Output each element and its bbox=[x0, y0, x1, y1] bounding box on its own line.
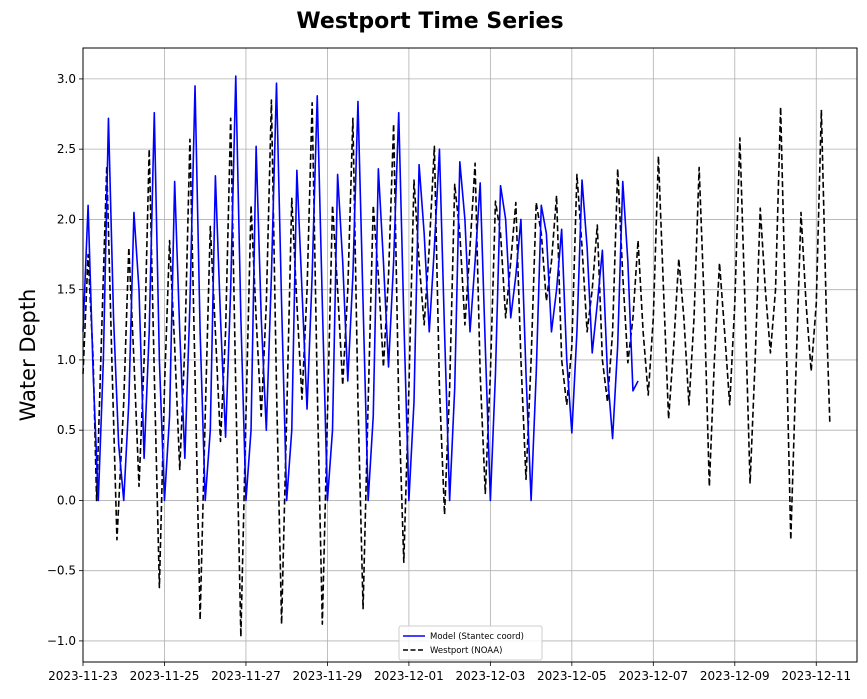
y-tick-label: 0.5 bbox=[57, 423, 76, 437]
legend: Model (Stantec coord) Westport (NOAA) bbox=[398, 625, 543, 661]
series-line-model bbox=[82, 75, 639, 502]
x-tick-label: 2023-12-03 bbox=[455, 669, 525, 683]
y-tick-label: 3.0 bbox=[57, 72, 76, 86]
x-tick-label: 2023-11-27 bbox=[211, 669, 281, 683]
x-tick-label: 2023-11-23 bbox=[48, 669, 118, 683]
x-tick-label: 2023-12-09 bbox=[700, 669, 770, 683]
legend-box bbox=[398, 625, 543, 661]
plot-frame bbox=[82, 47, 858, 663]
x-tick-label: 2023-11-25 bbox=[130, 669, 200, 683]
y-tick-label: 2.5 bbox=[57, 142, 76, 156]
legend-label: Model (Stantec coord) bbox=[430, 632, 524, 642]
chart-title: Westport Time Series bbox=[296, 9, 563, 34]
y-tick-label: 1.0 bbox=[57, 353, 76, 367]
x-tick-label: 2023-12-11 bbox=[781, 669, 851, 683]
axis-ticks: 2023-11-23 2023-11-25 2023-11-27 2023-11-29… bbox=[47, 72, 851, 683]
y-tick-label: −1.0 bbox=[47, 634, 76, 648]
grid bbox=[82, 48, 857, 662]
x-tick-label: 2023-12-01 bbox=[374, 669, 444, 683]
y-tick-label: 0.0 bbox=[57, 493, 76, 507]
y-tick-label: −0.5 bbox=[47, 564, 76, 578]
series-layer bbox=[82, 75, 831, 638]
x-tick-label: 2023-12-05 bbox=[537, 669, 607, 683]
series-line-westport bbox=[82, 99, 831, 638]
y-tick-label: 1.5 bbox=[57, 283, 76, 297]
x-tick-label: 2023-12-07 bbox=[618, 669, 688, 683]
y-axis-title: Water Depth bbox=[16, 289, 40, 422]
y-tick-label: 2.0 bbox=[57, 212, 76, 226]
legend-label: Westport (NOAA) bbox=[430, 646, 502, 656]
x-tick-label: 2023-11-29 bbox=[293, 669, 363, 683]
